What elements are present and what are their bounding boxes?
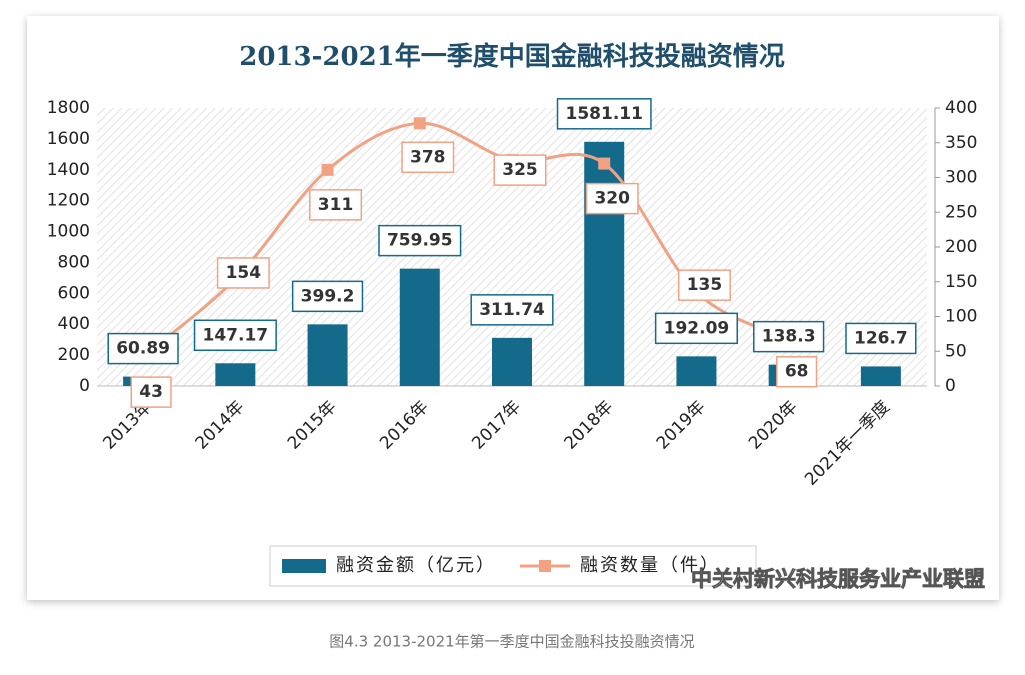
line-value-label-text: 311 (318, 195, 354, 215)
y-tick-label: 400 (58, 314, 90, 334)
bar-value-label-text: 1581.11 (566, 104, 643, 124)
y-tick-label: 1800 (47, 98, 90, 118)
bar (215, 363, 256, 386)
bar-value-label-box (378, 224, 462, 257)
bar-value-label-box (291, 280, 364, 313)
bar-value-label: 138.3 (753, 320, 825, 353)
legend-label: 融资数量（件） (580, 555, 720, 576)
bar-value-label-text: 192.09 (664, 318, 730, 338)
legend (269, 545, 757, 587)
bar (860, 366, 901, 386)
y2-tick-label: 250 (945, 202, 977, 222)
bar-value-label-text: 399.2 (301, 286, 355, 306)
line-value-label-box (585, 182, 639, 215)
bar-value-label: 192.09 (654, 312, 738, 345)
legend-label: 融资金额（亿元） (336, 555, 496, 576)
legend-swatch-marker (539, 560, 551, 572)
bar (399, 268, 440, 386)
bar-value-label-box (556, 98, 652, 130)
y-tick-label: 1600 (47, 129, 90, 149)
y-tick-label: 1200 (47, 191, 90, 211)
chart-title: 2013-2021年一季度中国金融科技投融资情况 (239, 41, 785, 72)
line-value-label: 43 (130, 376, 172, 408)
bar-value-label-text: 126.7 (854, 328, 908, 348)
bar-value-label: 147.17 (193, 319, 277, 352)
line-marker (413, 117, 426, 130)
y2-tick-label: 100 (945, 307, 977, 327)
bar-value-label-box (193, 319, 277, 352)
y-tick-label: 1400 (47, 160, 90, 180)
line-value-label: 325 (493, 154, 547, 186)
y2-tick-label: 350 (945, 133, 977, 153)
line-value-label: 68 (776, 355, 818, 388)
bar-value-label-box (845, 322, 917, 355)
line-value-label-text: 135 (687, 275, 723, 295)
line-value-label-box (216, 257, 270, 289)
line-value-label-box (493, 154, 547, 186)
bar-value-label-text: 311.74 (479, 300, 545, 320)
bar (492, 337, 532, 386)
y2-tick-label: 0 (945, 376, 956, 396)
line-value-label-box (677, 269, 731, 301)
bar-value-label: 126.7 (845, 322, 917, 355)
y2-tick-label: 150 (945, 272, 977, 292)
bar-value-label: 60.89 (107, 332, 179, 365)
line-value-label: 311 (309, 189, 363, 221)
bar-value-label-box (470, 294, 554, 326)
bar-value-label: 1581.11 (556, 98, 652, 130)
bar-value-label-box (753, 320, 825, 353)
line-value-label-text: 320 (594, 189, 630, 209)
y2-tick-label: 400 (945, 98, 977, 118)
bar-value-label-text: 759.95 (387, 231, 453, 251)
bar (584, 141, 625, 386)
bar (307, 324, 348, 386)
line-value-label: 135 (677, 269, 731, 301)
line-value-label-text: 325 (502, 160, 538, 180)
line-marker (598, 157, 611, 170)
line-value-label-text: 154 (226, 263, 262, 283)
y-tick-label: 0 (79, 376, 90, 396)
line-value-label: 154 (216, 257, 270, 289)
y-tick-label: 800 (58, 252, 90, 272)
y2-tick-label: 300 (945, 168, 977, 188)
line-marker (321, 163, 334, 176)
line-value-label-box (776, 355, 818, 388)
line-value-label: 378 (401, 141, 455, 174)
bar (676, 356, 717, 386)
bar-value-label: 759.95 (378, 224, 462, 257)
y-tick-label: 600 (58, 283, 90, 303)
y-tick-label: 200 (58, 345, 90, 365)
bar-value-label-box (107, 332, 179, 365)
bar-value-label: 311.74 (470, 294, 554, 326)
line-value-label-box (309, 189, 363, 221)
bar-value-label-text: 147.17 (203, 325, 269, 345)
bar-value-label: 399.2 (291, 280, 364, 313)
watermark: 中关村新兴科技服务业产业联盟 (691, 567, 985, 591)
line-value-label: 320 (585, 182, 639, 215)
caption: 图4.3 2013-2021年第一季度中国金融科技投融资情况 (329, 633, 694, 651)
y2-tick-label: 50 (945, 341, 967, 361)
bar-value-label-text: 138.3 (762, 327, 816, 347)
line-value-label-text: 68 (785, 362, 809, 382)
line-value-label-box (130, 376, 172, 408)
line-value-label-box (401, 141, 455, 174)
bar-value-label-box (654, 312, 738, 345)
legend-swatch (282, 559, 326, 573)
y2-tick-label: 200 (945, 237, 977, 257)
line-value-label-text: 43 (139, 382, 163, 402)
y-tick-label: 1000 (47, 222, 90, 242)
bar-value-label-text: 60.89 (116, 339, 170, 359)
line-value-label-text: 378 (410, 147, 446, 167)
